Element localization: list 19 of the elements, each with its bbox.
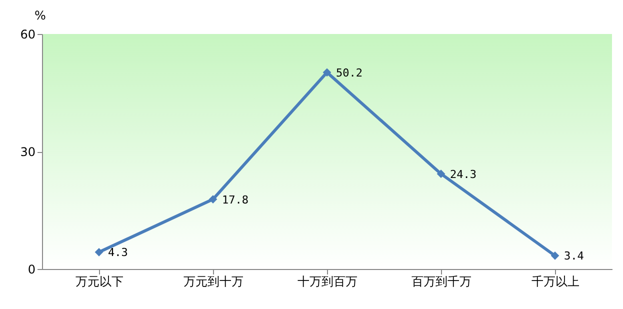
y-axis-title: % [34, 8, 46, 22]
y-tick-label: 30 [20, 145, 36, 159]
y-tick-label: 60 [20, 28, 36, 42]
point [94, 248, 104, 256]
x-tick-label: 万元到十万 [184, 274, 244, 288]
point [550, 252, 560, 260]
data-label: 24.3 [450, 168, 476, 181]
data-label: 3.4 [564, 250, 584, 263]
point [436, 170, 446, 178]
x-tick-label: 百万到千万 [412, 274, 472, 288]
x-tick-label: 千万以上 [532, 274, 580, 288]
data-label: 4.3 [108, 246, 128, 260]
y-tick-label: 0 [28, 262, 36, 276]
data-label: 50.2 [336, 66, 362, 80]
x-tick-label: 万元以下 [76, 274, 124, 288]
x-tick-label: 十万到百万 [298, 274, 358, 288]
data-label: 17.8 [222, 193, 248, 206]
point [208, 195, 218, 204]
point [322, 68, 332, 77]
